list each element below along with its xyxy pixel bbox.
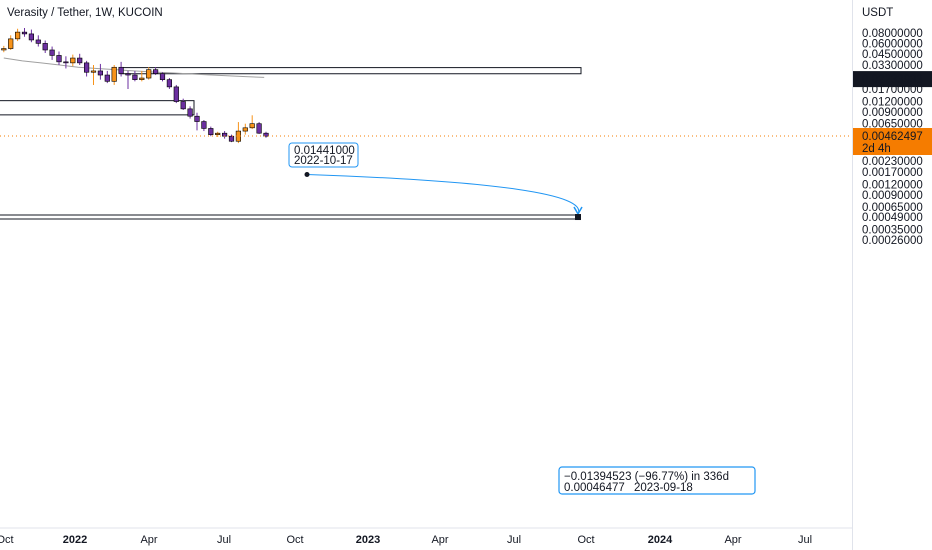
candle-body [97,70,103,76]
candle-body [35,39,41,44]
x-tick-label: Apr [431,534,448,546]
candle-body [173,86,179,102]
y-tick-label: 0.00170000 [862,167,923,179]
candle-body [146,69,152,79]
y-tick-label: 0.00900000 [862,107,923,119]
candle-body [42,43,48,51]
measure-end-point [575,214,581,221]
x-tick-label: Oct [0,534,14,546]
candle-body [263,132,269,137]
candle-body [208,128,214,135]
current-price-text: 0.00462497 [862,131,923,143]
measure-result-change: −0.01394523 (−96.77%) in 336d [564,471,729,483]
candle-body [49,49,55,56]
x-tick-label: Apr [724,534,741,546]
candle-body [215,132,221,135]
candle-body [139,77,145,80]
y-tick-label: 0.03300000 [862,60,923,72]
candle-body [56,55,62,63]
candle-body [132,74,138,80]
candle-body [242,127,248,132]
y-tick-label: 0.01200000 [862,97,923,109]
candle-body [63,61,69,64]
candle-body [90,70,97,73]
candle-body [187,108,193,117]
zone-box [0,100,195,116]
y-tick-label: 0.00049000 [862,212,923,224]
candle-body [70,57,76,64]
y-tick-label: 0.08000000 [862,28,923,40]
x-tick-label: 2023 [356,534,380,546]
y-tick-label: 0.00120000 [862,180,923,192]
measure-start-date: 2022-10-17 [294,155,353,167]
candle-body [1,48,7,51]
countdown-text: 2d 4h [862,143,891,155]
candle-body [166,79,173,88]
y-tick-label: 0.00026000 [862,235,923,247]
measure-result-date: 2023-09-18 [634,482,693,494]
candle-body [84,62,90,73]
measure-arc [306,174,580,215]
measure-start-value: 0.01441000 [294,145,355,157]
candle-body [180,101,186,110]
x-tick-label: Jul [217,534,231,546]
measure-start-callout [288,142,359,168]
measure-result-callout [558,466,756,495]
y-tick-label: 0.00090000 [862,190,923,202]
currency-label: USDT [862,7,893,19]
y-tick-label: 0.00230000 [862,156,923,168]
candle-body [194,115,200,122]
measure-result-value: 0.00046477 [564,482,625,494]
current-price-tag [853,127,932,155]
candle-body [21,31,28,35]
zone-box [119,67,582,75]
ma-price-text: 0.02233933 [862,74,923,86]
candle-body [111,66,117,82]
candle-body [228,135,235,142]
candle-body [28,33,35,41]
candle-body [201,121,207,129]
y-tick-label: 0.00065000 [862,202,923,214]
candle-body [153,69,159,74]
moving-average-line [3,57,265,78]
x-tick-label: 2024 [648,534,673,546]
ma-price-tag [853,71,932,88]
candle-body [256,123,262,134]
candle-body [8,38,14,49]
candle-body [77,57,83,64]
candle-body [249,123,255,129]
candle-body [104,74,110,82]
y-tick-label: 0.04500000 [862,49,923,61]
candle-body [159,73,166,80]
candle-body [118,66,124,74]
x-tick-label: Jul [507,534,521,546]
y-tick-label: 0.06000000 [862,38,923,50]
y-tick-label: 0.00650000 [862,119,923,131]
candle-body [125,73,131,76]
chart-title: Verasity / Tether, 1W, KUCOIN [7,7,163,19]
y-tick-label: 0.00035000 [862,224,923,236]
x-tick-label: Oct [286,534,303,546]
x-tick-label: Apr [140,534,157,546]
measure-start-point [304,172,310,177]
candle-body [15,31,21,40]
x-tick-label: Oct [577,534,594,546]
x-tick-label: 2022 [63,534,87,546]
x-tick-label: Jul [798,534,812,546]
